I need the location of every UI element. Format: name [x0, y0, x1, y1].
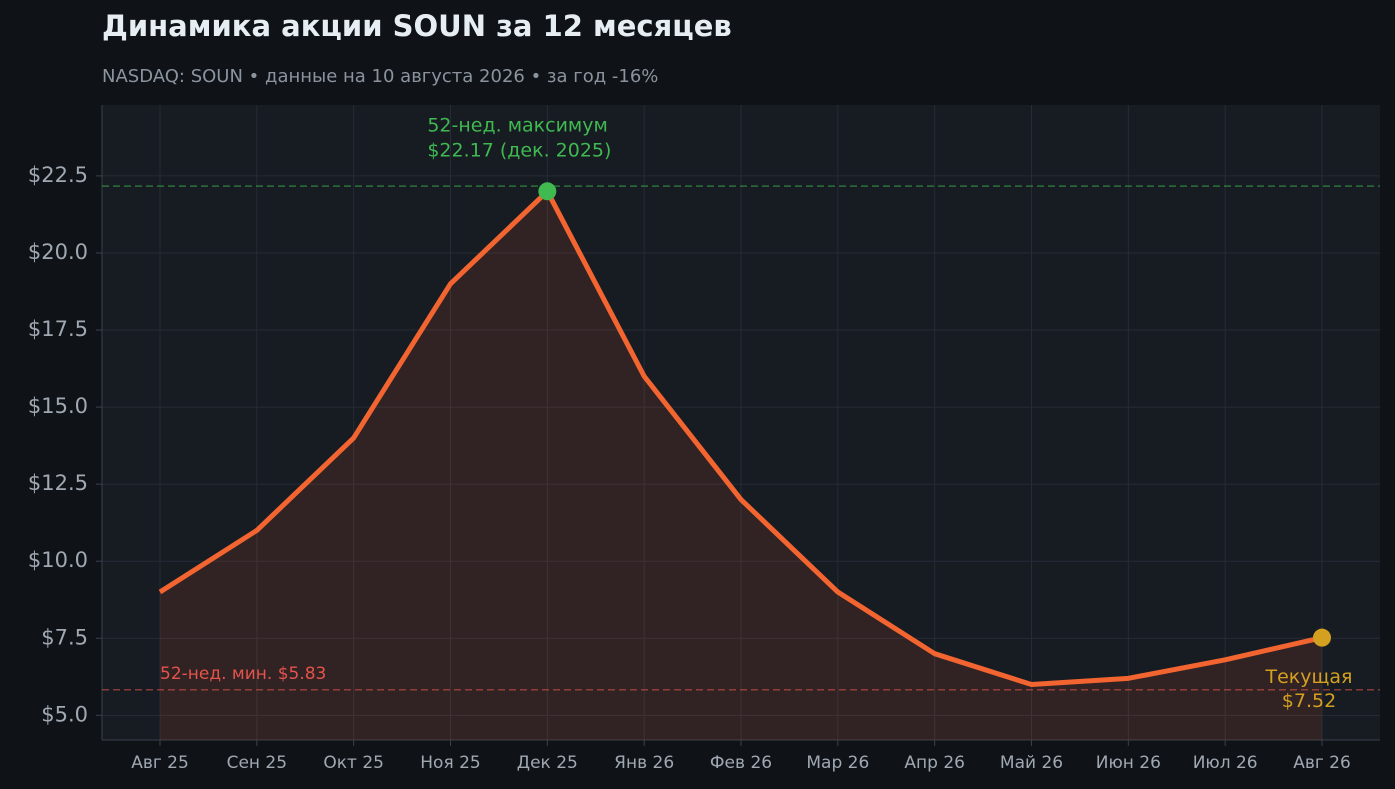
- x-tick-label: Июн 26: [1096, 753, 1161, 773]
- x-tick-label: Апр 26: [904, 753, 965, 773]
- line: [158, 188, 1323, 688]
- area: [160, 191, 1322, 741]
- x-tick-label: Ноя 25: [420, 753, 480, 773]
- y-tick-label: $12.5: [28, 471, 88, 495]
- x-tick-label: Дек 25: [517, 753, 578, 773]
- annotation: $22.17 (дек. 2025): [427, 140, 611, 162]
- x-tick-label: Янв 26: [614, 753, 674, 773]
- highlight-point: [538, 182, 557, 201]
- x-tick-label: Май 26: [1000, 753, 1063, 773]
- y-tick-label: $15.0: [28, 394, 88, 418]
- annotation: 52-нед. максимум: [427, 115, 608, 137]
- chart-subtitle: NASDAQ: SOUN • данные на 10 августа 2026…: [102, 66, 658, 87]
- x-tick-label: Фев 26: [710, 753, 772, 773]
- y-tick-label: $20.0: [28, 240, 88, 264]
- chart-title: Динамика акции SOUN за 12 месяцев: [102, 9, 732, 43]
- x-tick-label: Авг 25: [131, 753, 189, 773]
- x-tick-label: Сен 25: [227, 753, 287, 773]
- y-tick-label: $5.0: [41, 702, 88, 726]
- y-tick-label: $7.5: [41, 625, 88, 649]
- x-tick-label: Окт 25: [323, 753, 384, 773]
- annotation: $7.52: [1282, 690, 1336, 712]
- y-tick-label: $17.5: [28, 317, 88, 341]
- y-tick-label: $10.0: [28, 548, 88, 572]
- x-tick-label: Мар 26: [806, 753, 869, 773]
- annotation: Текущая: [1265, 666, 1353, 688]
- annotation: 52-нед. мин. $5.83: [160, 664, 326, 684]
- highlight-point: [1313, 628, 1331, 647]
- x-tick-label: Июл 26: [1193, 753, 1258, 773]
- x-tick-label: Авг 26: [1293, 753, 1351, 773]
- y-tick-label: $22.5: [28, 163, 88, 187]
